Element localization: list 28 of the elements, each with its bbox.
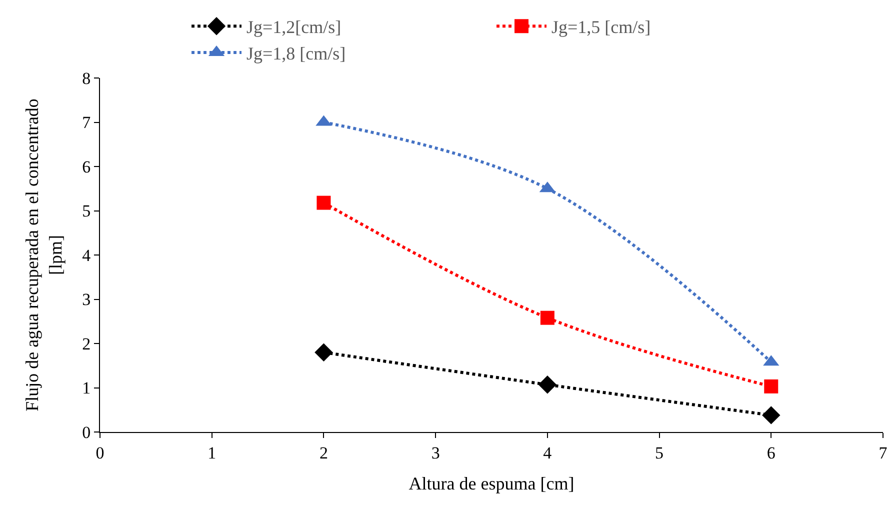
point <box>540 310 554 325</box>
x-tick-label: 0 <box>96 443 104 462</box>
point <box>316 196 331 210</box>
x-tick-label: 1 <box>208 443 216 462</box>
y-tick-label: 8 <box>82 68 91 88</box>
y-tick-label: 0 <box>82 422 91 442</box>
y-tick-label: 1 <box>82 378 91 398</box>
point <box>764 379 778 394</box>
x-tick-label: 7 <box>878 443 888 462</box>
y-axis-title: Flujo de agua recuperada en el concentrado [lpm] <box>22 98 66 412</box>
y-tick-label: 4 <box>82 246 92 265</box>
legend-label: Jg=1,5 [cm/s] <box>552 17 651 38</box>
y-tick-label: 5 <box>82 202 91 221</box>
y-tick-label: 6 <box>82 157 91 176</box>
x-tick-label: 4 <box>543 443 552 462</box>
x-tick-label: 6 <box>766 443 776 462</box>
x-axis-title: Altura de espuma [cm] <box>408 474 574 494</box>
y-tick-label: 3 <box>82 290 91 310</box>
x-tick-label: 5 <box>655 443 664 462</box>
x-tick-label: 3 <box>431 443 440 462</box>
legend-label: Jg=1,2[cm/s] <box>246 17 342 38</box>
y-tick-label: 7 <box>82 113 92 132</box>
legend-label: Jg=1,8 [cm/s] <box>246 44 346 64</box>
point <box>762 406 780 424</box>
y-tick-label: 2 <box>82 334 91 354</box>
point <box>538 376 557 394</box>
point <box>314 343 333 362</box>
x-tick-label: 2 <box>319 443 328 462</box>
